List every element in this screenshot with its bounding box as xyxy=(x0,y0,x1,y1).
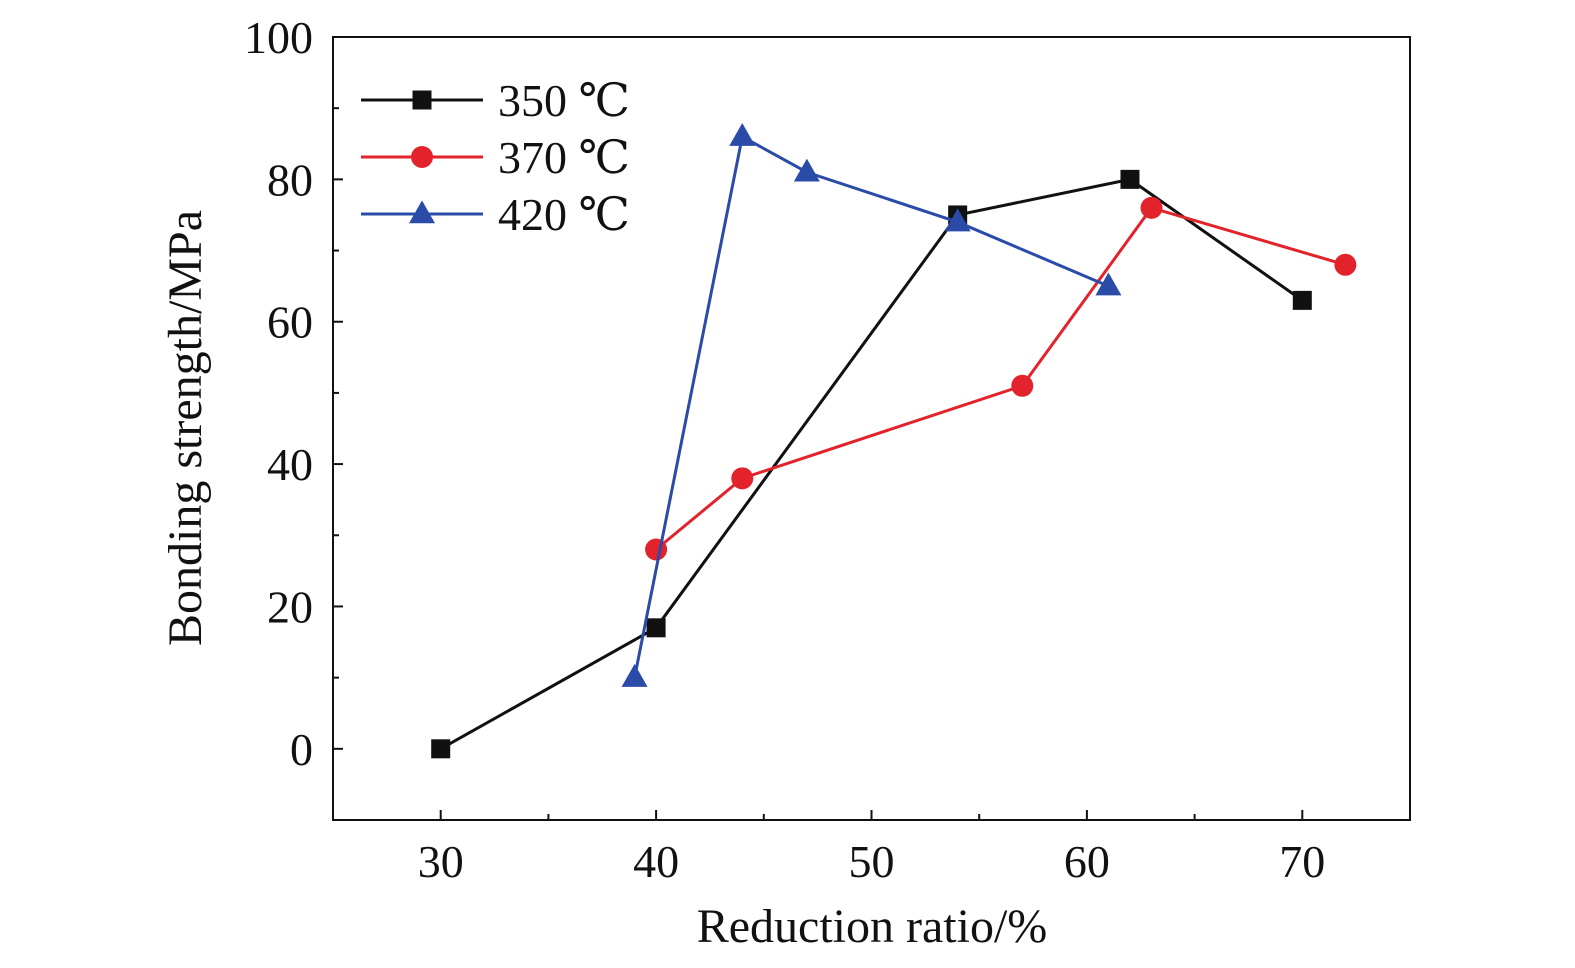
legend-marker xyxy=(411,146,433,168)
series-3 xyxy=(621,123,1122,687)
legend-label: 350 ℃ xyxy=(498,75,630,126)
plot-area xyxy=(431,123,1357,759)
y-tick-label: 100 xyxy=(244,12,313,63)
data-point xyxy=(1120,169,1140,189)
legend-label: 420 ℃ xyxy=(498,189,630,240)
data-point xyxy=(621,663,648,687)
x-tick-label: 30 xyxy=(418,836,464,887)
legend-item: 420 ℃ xyxy=(361,189,630,240)
series-line xyxy=(439,177,1304,751)
legend-marker xyxy=(412,90,432,110)
data-point xyxy=(1095,272,1122,296)
data-point xyxy=(1011,374,1034,397)
series-line xyxy=(633,134,1110,678)
y-axis: 0 20 40 60 80 100 xyxy=(244,12,343,775)
data-point xyxy=(793,158,820,182)
legend-label: 370 ℃ xyxy=(498,132,630,183)
legend-item: 350 ℃ xyxy=(361,75,630,126)
data-point xyxy=(1334,253,1357,276)
data-point xyxy=(944,208,971,232)
x-tick-label: 40 xyxy=(633,836,679,887)
y-tick-label: 80 xyxy=(267,154,313,205)
y-tick-label: 60 xyxy=(267,297,313,348)
x-tick-label: 70 xyxy=(1279,836,1325,887)
y-tick-label: 40 xyxy=(267,439,313,490)
x-axis-title: Reduction ratio/% xyxy=(697,900,1048,953)
x-tick-label: 50 xyxy=(849,836,895,887)
data-point xyxy=(645,538,668,561)
legend-marker xyxy=(409,200,435,224)
data-point xyxy=(729,123,756,146)
data-point xyxy=(646,618,666,638)
data-point xyxy=(731,467,754,490)
legend-item: 370 ℃ xyxy=(361,132,630,183)
data-point xyxy=(431,739,451,759)
data-point xyxy=(1292,290,1312,310)
data-point xyxy=(1140,196,1163,219)
series-1 xyxy=(431,169,1312,759)
legend: 350 ℃ 370 ℃ 420 ℃ xyxy=(361,75,630,240)
x-tick-label: 60 xyxy=(1064,836,1110,887)
y-tick-label: 20 xyxy=(267,581,313,632)
plot-frame xyxy=(332,36,1411,821)
x-axis: 30 40 50 60 70 xyxy=(418,810,1325,887)
y-tick-label: 0 xyxy=(290,724,313,775)
series-2 xyxy=(645,196,1357,561)
y-axis-title: Bonding strength/MPa xyxy=(159,210,212,646)
